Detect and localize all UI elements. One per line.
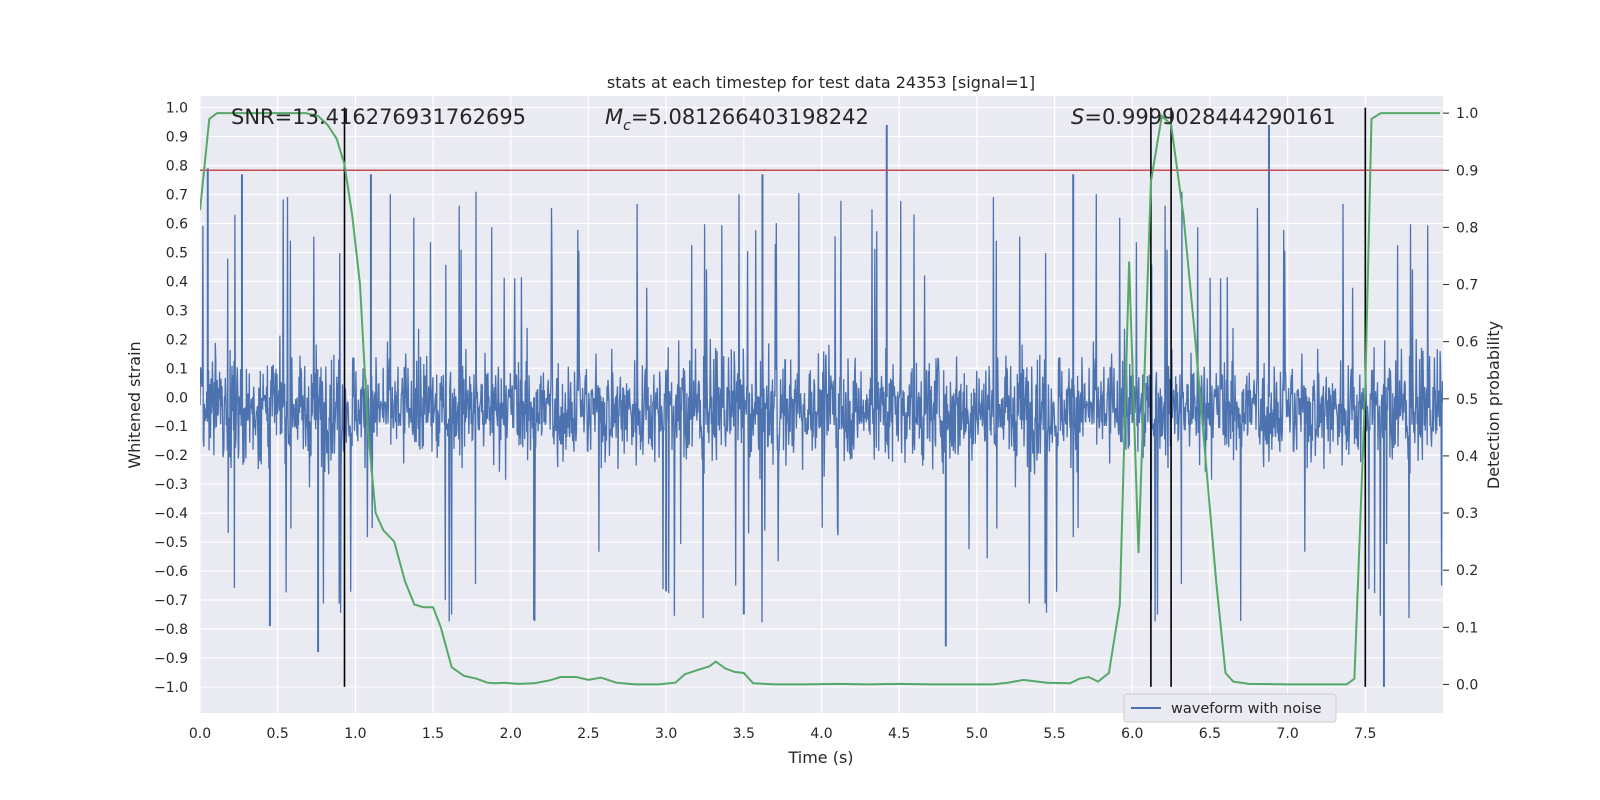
x-tick-label: 7.5 [1354, 726, 1376, 742]
chirp-mass-value: =5.081266403198242 [631, 105, 869, 129]
y-left-tick-label: 0.5 [166, 245, 188, 261]
legend: waveform with noise [1123, 693, 1337, 723]
x-tick-label: 0.5 [267, 726, 289, 742]
detection-score-value: =0.9999028444290161 [1084, 105, 1335, 129]
x-tick-label: 5.0 [966, 726, 988, 742]
y-left-axis-label: Whitened strain [125, 341, 144, 468]
legend-box [1123, 693, 1337, 723]
y-right-tick-label: 0.7 [1456, 278, 1478, 294]
y-left-ticks: 1.0 0.9 0.8 0.7 0.6 0.5 0.4 0.3 0.2 0.1 0.0 −0.1 −0.… [154, 101, 188, 696]
y-right-tick-label: 1.0 [1456, 106, 1478, 122]
y-right-tick-label: 0.0 [1456, 677, 1478, 693]
y-left-tick-label: −0.3 [154, 477, 188, 493]
y-left-tick-label: −1.0 [154, 680, 188, 696]
chart-title: stats at each timestep for test data 243… [607, 73, 1035, 92]
y-left-tick-label: 0.3 [166, 303, 188, 319]
x-tick-label: 3.0 [655, 726, 677, 742]
y-left-tick-label: −0.9 [154, 651, 188, 667]
y-left-tick-label: 0.1 [166, 361, 188, 377]
x-tick-label: 2.5 [577, 726, 599, 742]
y-right-axis-label: Detection probability [1484, 321, 1503, 489]
detection-score-annotation: S=0.9999028444290161 [1071, 105, 1336, 129]
y-left-tick-label: −0.5 [154, 535, 188, 551]
y-left-tick-label: −0.2 [154, 448, 188, 464]
y-left-tick-label: 0.7 [166, 187, 188, 203]
y-right-tick-label: 0.2 [1456, 563, 1478, 579]
x-tick-label: 3.5 [733, 726, 755, 742]
y-left-tick-label: −0.6 [154, 564, 188, 580]
x-tick-label: 6.5 [1199, 726, 1221, 742]
x-axis-label: Time (s) [787, 748, 853, 767]
y-left-tick-label: 0.2 [166, 332, 188, 348]
y-left-tick-label: 0.6 [166, 216, 188, 232]
y-right-tick-label: 0.8 [1456, 220, 1478, 236]
y-left-tick-label: 0.8 [166, 159, 188, 175]
y-right-tick-label: 0.5 [1456, 392, 1478, 408]
legend-label: waveform with noise [1171, 701, 1322, 717]
chirp-mass-annotation: Mc=5.081266403198242 [605, 105, 869, 134]
y-left-tick-label: 0.0 [166, 390, 188, 406]
y-right-ticks: 1.0 0.9 0.8 0.7 0.6 0.5 0.4 0.3 0.2 0.1 0.0 [1443, 106, 1478, 693]
y-right-tick-label: 0.1 [1456, 620, 1478, 636]
waveform-trace [200, 191, 1443, 623]
x-tick-label: 7.0 [1276, 726, 1298, 742]
chirp-mass-subscript: c [623, 118, 631, 134]
x-tick-label: 6.0 [1121, 726, 1143, 742]
y-right-tick-label: 0.3 [1456, 506, 1478, 522]
chirp-mass-symbol: M [605, 105, 623, 129]
y-left-tick-label: 0.4 [166, 274, 188, 290]
y-right-tick-label: 0.4 [1456, 449, 1478, 465]
y-right-tick-label: 0.6 [1456, 335, 1478, 351]
detection-probability-line [200, 112, 1440, 686]
y-right-tick-label: 0.9 [1456, 163, 1478, 179]
y-left-tick-label: −0.4 [154, 506, 188, 522]
x-tick-label: 4.0 [810, 726, 832, 742]
overlay-layer [200, 107, 1443, 687]
y-left-tick-label: −0.7 [154, 593, 188, 609]
y-left-tick-label: 1.0 [166, 101, 188, 117]
y-left-tick-label: −0.1 [154, 419, 188, 435]
detection-score-symbol: S [1071, 105, 1084, 129]
x-tick-label: 2.0 [500, 726, 522, 742]
snr-annotation: SNR=13.416276931762695 [231, 105, 526, 129]
x-tick-label: 4.5 [888, 726, 910, 742]
x-tick-label: 0.0 [189, 726, 211, 742]
x-tick-label: 1.5 [422, 726, 444, 742]
x-ticks: 0.0 0.5 1.0 1.5 2.0 2.5 3.0 3.5 4.0 4.5 5.0 5.5 6.0 6… [189, 726, 1377, 742]
y-left-tick-label: −0.8 [154, 622, 188, 638]
x-tick-label: 1.0 [344, 726, 366, 742]
x-tick-label: 5.5 [1043, 726, 1065, 742]
y-left-tick-label: 0.9 [166, 130, 188, 146]
waveform-series [200, 124, 1443, 687]
